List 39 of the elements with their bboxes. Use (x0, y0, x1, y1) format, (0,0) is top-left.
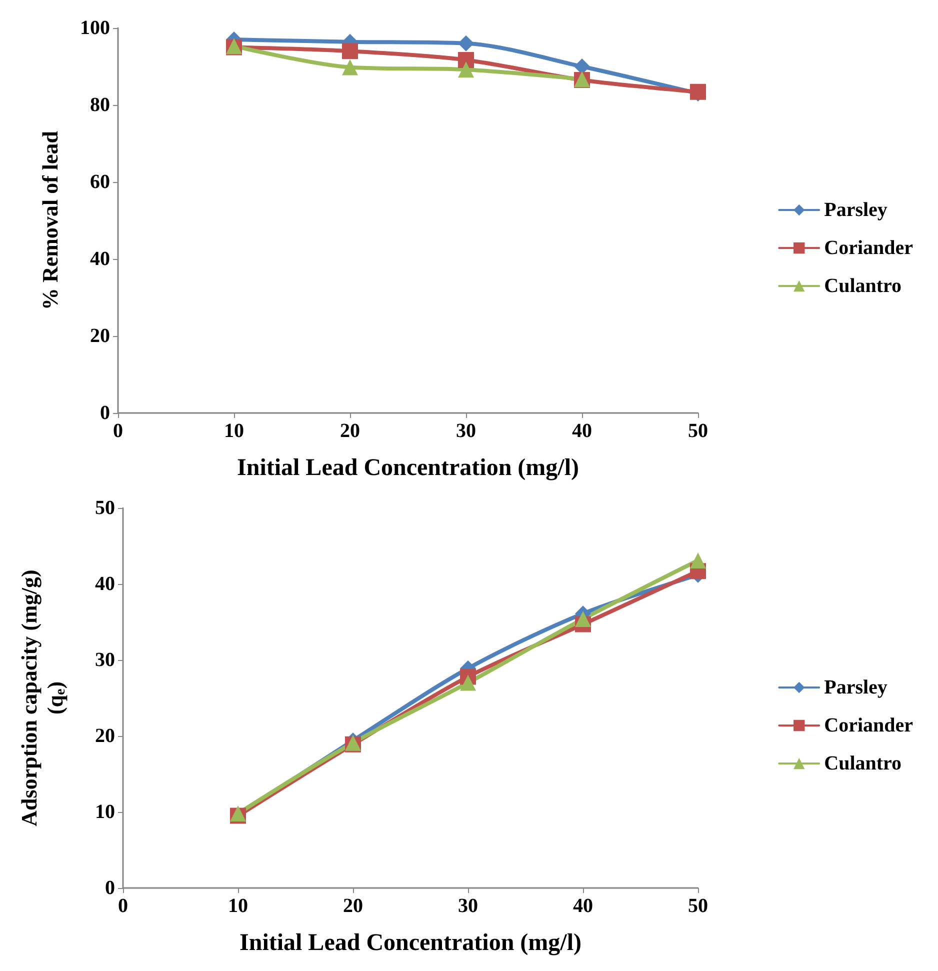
point (342, 43, 358, 60)
y-tick-label: 20 (95, 725, 115, 747)
point (458, 35, 474, 52)
legend-label: Parsley (824, 676, 888, 698)
x-tick-label: 50 (688, 420, 708, 442)
x-axis-title: Initial Lead Concentration (mg/l) (240, 930, 582, 956)
y-tick-label: 50 (95, 497, 115, 519)
y-tick-label: 10 (95, 801, 115, 823)
legend-label: Culantro (824, 752, 902, 774)
x-tick-label: 10 (224, 420, 244, 442)
point (575, 610, 591, 627)
x-tick-label: 50 (688, 895, 708, 917)
x-tick-label: 10 (228, 895, 248, 917)
y-tick-label: 40 (90, 248, 110, 270)
x-axis-title: Initial Lead Concentration (mg/l) (237, 455, 579, 481)
y-tick-label: 0 (100, 402, 110, 424)
y-tick-label: 60 (90, 171, 110, 193)
legend-label: Coriander (824, 714, 914, 736)
y-tick-label: 20 (90, 325, 110, 347)
y-tick-label: 80 (90, 94, 110, 116)
x-tick-label: 30 (458, 895, 478, 917)
x-tick-label: 20 (340, 420, 360, 442)
legend-label: Parsley (824, 199, 888, 221)
y-tick-label: 0 (105, 877, 115, 899)
x-tick-label: 30 (456, 420, 476, 442)
y-axis-title: % Removal of lead (38, 130, 62, 310)
point (342, 59, 358, 76)
point (458, 62, 474, 78)
y-tick-label: 100 (80, 17, 110, 39)
y-tick-label: 40 (95, 573, 115, 595)
point (460, 674, 476, 691)
x-tick-label: 40 (572, 420, 592, 442)
point (690, 552, 706, 568)
legend-label: Culantro (824, 275, 902, 297)
y-tick-label: 30 (95, 649, 115, 671)
x-tick-label: 20 (343, 895, 363, 917)
legend-label: Coriander (824, 237, 914, 259)
x-tick-label: 40 (573, 895, 593, 917)
point (458, 52, 474, 68)
